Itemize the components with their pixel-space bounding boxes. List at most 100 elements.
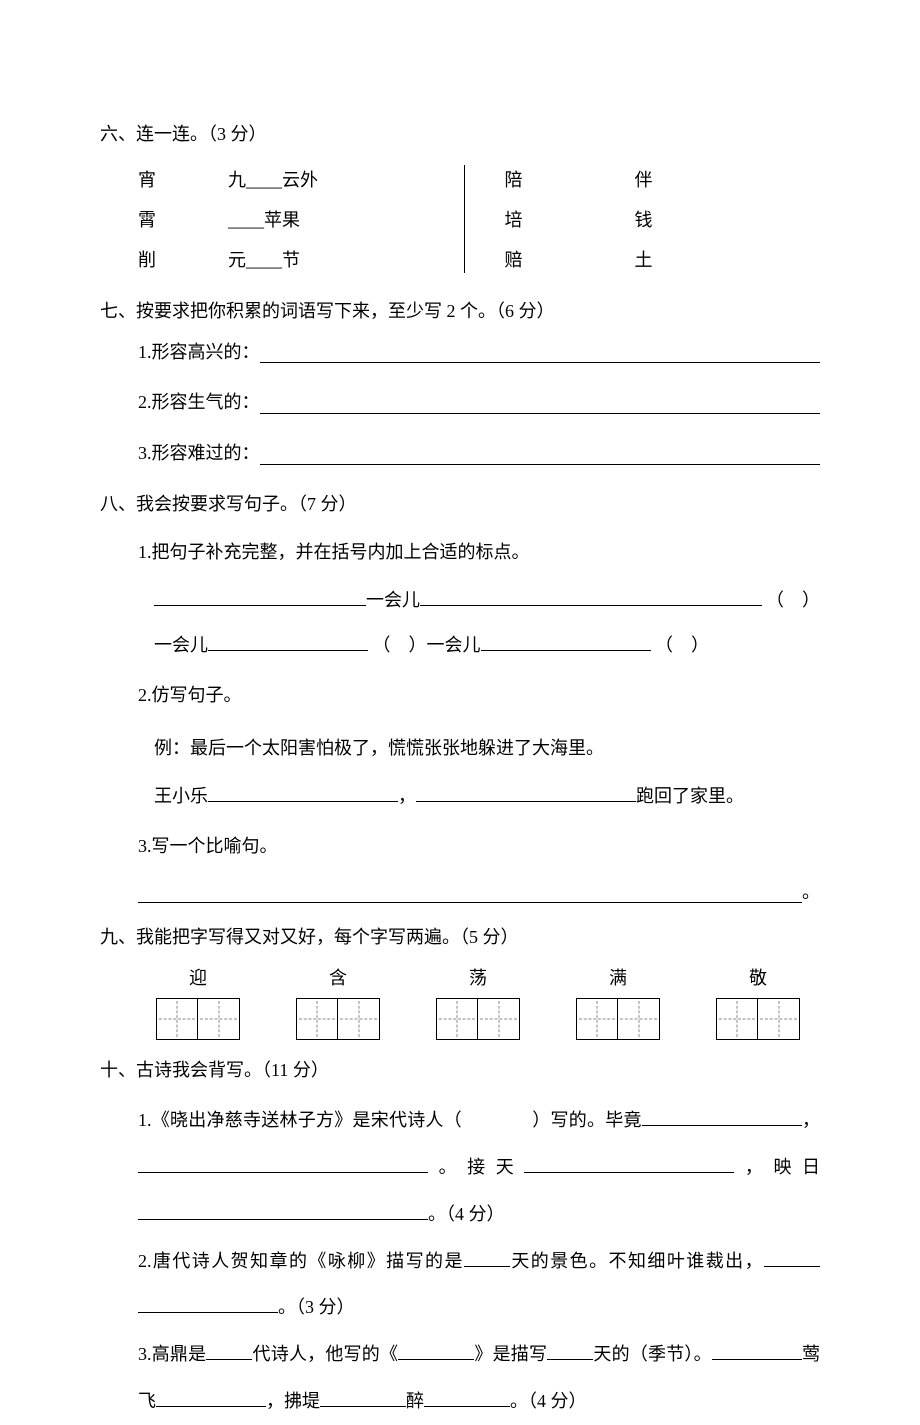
text: 飞 (138, 1391, 156, 1411)
match-right: 陪 培 赔 伴 钱 土 (505, 161, 821, 281)
text: ，映日 (734, 1157, 820, 1177)
tianzi-pair[interactable] (436, 998, 520, 1040)
match-item: 霄 (138, 201, 228, 241)
accum-item: 1.形容高兴的： (138, 338, 820, 367)
fill-blank[interactable] (260, 341, 821, 363)
match-item: 土 (635, 241, 653, 281)
tianzi-pair[interactable] (716, 998, 800, 1040)
q3-title: 3.写一个比喻句。 (138, 825, 820, 868)
section-10-body: 1.《晓出净慈寺送林子方》是宋代诗人（）写的。毕竟， 。接天，映日 。（4 分）… (100, 1097, 820, 1425)
q3: 3.高鼎是代诗人，他写的《》是描写天的（季节）。莺 飞，拂堤醉。（4 分） (138, 1331, 820, 1425)
tianzi-pair[interactable] (156, 998, 240, 1040)
text: ）写的。毕竟 (532, 1110, 642, 1130)
vertical-divider (464, 165, 465, 273)
match-left: 宵 霄 削 九____云外 ____苹果 元____节 (138, 161, 454, 281)
fill-blank[interactable] (481, 629, 651, 651)
text: 一会儿 (427, 631, 481, 660)
text: 。（4 分） (510, 1391, 587, 1411)
fill-blank[interactable] (138, 881, 802, 903)
fill-blank[interactable] (424, 1385, 510, 1407)
matching-wrap: 宵 霄 削 九____云外 ____苹果 元____节 陪 培 赔 伴 钱 土 (100, 161, 820, 281)
box-group: 敬 (716, 964, 800, 1041)
text: 天的景色。不知细叶谁裁出， (510, 1251, 764, 1271)
text: 王小乐 (154, 782, 208, 811)
left-col-1: 宵 霄 削 (138, 161, 228, 281)
text: ，拂堤 (266, 1391, 320, 1411)
period: 。 (802, 878, 820, 907)
fill-blank[interactable] (138, 1198, 428, 1220)
section-9-title: 九、我能把字写得又对又好，每个字写两遍。（5 分） (100, 923, 820, 952)
match-item: 赔 (505, 241, 635, 281)
box-group: 含 (296, 964, 380, 1041)
fill-blank[interactable] (154, 584, 366, 606)
section-7: 七、按要求把你积累的词语写下来，至少写 2 个。（6 分） 1.形容高兴的： 2… (100, 297, 820, 468)
section-6-title: 六、连一连。（3 分） (100, 120, 820, 149)
q1: 1.《晓出净慈寺送林子方》是宋代诗人（）写的。毕竟， 。接天，映日 。（4 分） (138, 1097, 820, 1237)
q2-example: 例：最后一个太阳害怕极了，慌慌张张地躲进了大海里。 (138, 727, 820, 770)
fill-blank[interactable] (764, 1245, 820, 1267)
label: 3.形容难过的： (138, 439, 260, 468)
right-col-1: 陪 培 赔 (505, 161, 635, 281)
q1-title: 1.把句子补充完整，并在括号内加上合适的标点。 (138, 531, 820, 574)
right-col-2: 伴 钱 土 (635, 161, 653, 281)
section-10-title: 十、古诗我会背写。（11 分） (100, 1056, 820, 1085)
text: 天的（季节）。 (593, 1344, 712, 1364)
section-8-body: 1.把句子补充完整，并在括号内加上合适的标点。 一会儿 （ ） 一会儿 （ ） … (100, 531, 820, 907)
text: 醉 (406, 1391, 424, 1411)
tianzi-pair[interactable] (576, 998, 660, 1040)
fill-blank[interactable] (642, 1104, 802, 1126)
q1-line1: 一会儿 （ ） (138, 584, 820, 615)
fill-blank[interactable] (260, 392, 821, 414)
comma: ， (398, 782, 416, 811)
text: 1.《晓出净慈寺送林子方》是宋代诗人（ (138, 1110, 462, 1130)
q3-fill: 。 (138, 878, 820, 907)
tianzi-pair[interactable] (296, 998, 380, 1040)
text: 代诗人，他写的《 (252, 1344, 398, 1364)
fill-blank[interactable] (208, 629, 368, 651)
paren: （ ） (368, 631, 427, 660)
fill-blank[interactable] (547, 1338, 593, 1360)
text: 一会儿 (366, 586, 420, 615)
match-item: 削 (138, 241, 228, 281)
fill-blank[interactable] (156, 1385, 266, 1407)
char-label: 满 (609, 964, 627, 993)
q2: 2.唐代诗人贺知章的《咏柳》描写的是 天的景色。不知细叶谁裁出， 。（3 分） (138, 1238, 820, 1332)
fill-blank[interactable] (206, 1338, 252, 1360)
left-col-2: 九____云外 ____苹果 元____节 (228, 161, 428, 281)
paren: （ ） (762, 586, 821, 615)
paren: （ ） (651, 631, 710, 660)
section-6: 六、连一连。（3 分） 宵 霄 削 九____云外 ____苹果 元____节 … (100, 120, 820, 281)
fill-blank[interactable] (320, 1385, 406, 1407)
fill-blank[interactable] (712, 1338, 802, 1360)
accum-item: 2.形容生气的： (138, 388, 820, 417)
fill-blank[interactable] (138, 1151, 428, 1173)
fill-blank[interactable] (416, 780, 636, 802)
fill-blank[interactable] (138, 1291, 278, 1313)
fill-blank[interactable] (464, 1245, 510, 1267)
match-item: 陪 (505, 161, 635, 201)
text: 。（4 分） (428, 1204, 505, 1224)
section-8-title: 八、我会按要求写句子。（7 分） (100, 490, 820, 519)
accum-item: 3.形容难过的： (138, 439, 820, 468)
match-item: ____苹果 (228, 201, 428, 241)
text: 3.高鼎是 (138, 1344, 206, 1364)
match-item: 伴 (635, 161, 653, 201)
section-7-items: 1.形容高兴的： 2.形容生气的： 3.形容难过的： (100, 338, 820, 468)
box-group: 荡 (436, 964, 520, 1041)
section-7-title: 七、按要求把你积累的词语写下来，至少写 2 个。（6 分） (100, 297, 820, 326)
text: 2.唐代诗人贺知章的《咏柳》描写的是 (138, 1251, 464, 1271)
q2-title: 2.仿写句子。 (138, 674, 820, 717)
writing-boxes: 迎 含 荡 满 敬 (100, 964, 820, 1041)
fill-blank[interactable] (260, 443, 821, 465)
text: 。（3 分） (278, 1297, 355, 1317)
fill-blank[interactable] (420, 584, 762, 606)
box-group: 迎 (156, 964, 240, 1041)
char-label: 迎 (189, 964, 207, 993)
section-9: 九、我能把字写得又对又好，每个字写两遍。（5 分） 迎 含 荡 满 敬 (100, 923, 820, 1041)
fill-blank[interactable] (208, 780, 398, 802)
section-8: 八、我会按要求写句子。（7 分） 1.把句子补充完整，并在括号内加上合适的标点。… (100, 490, 820, 907)
section-10: 十、古诗我会背写。（11 分） 1.《晓出净慈寺送林子方》是宋代诗人（ ）写的。毕… (100, 1056, 820, 1424)
char-label: 荡 (469, 964, 487, 993)
fill-blank[interactable] (398, 1338, 474, 1360)
fill-blank[interactable] (524, 1151, 734, 1173)
